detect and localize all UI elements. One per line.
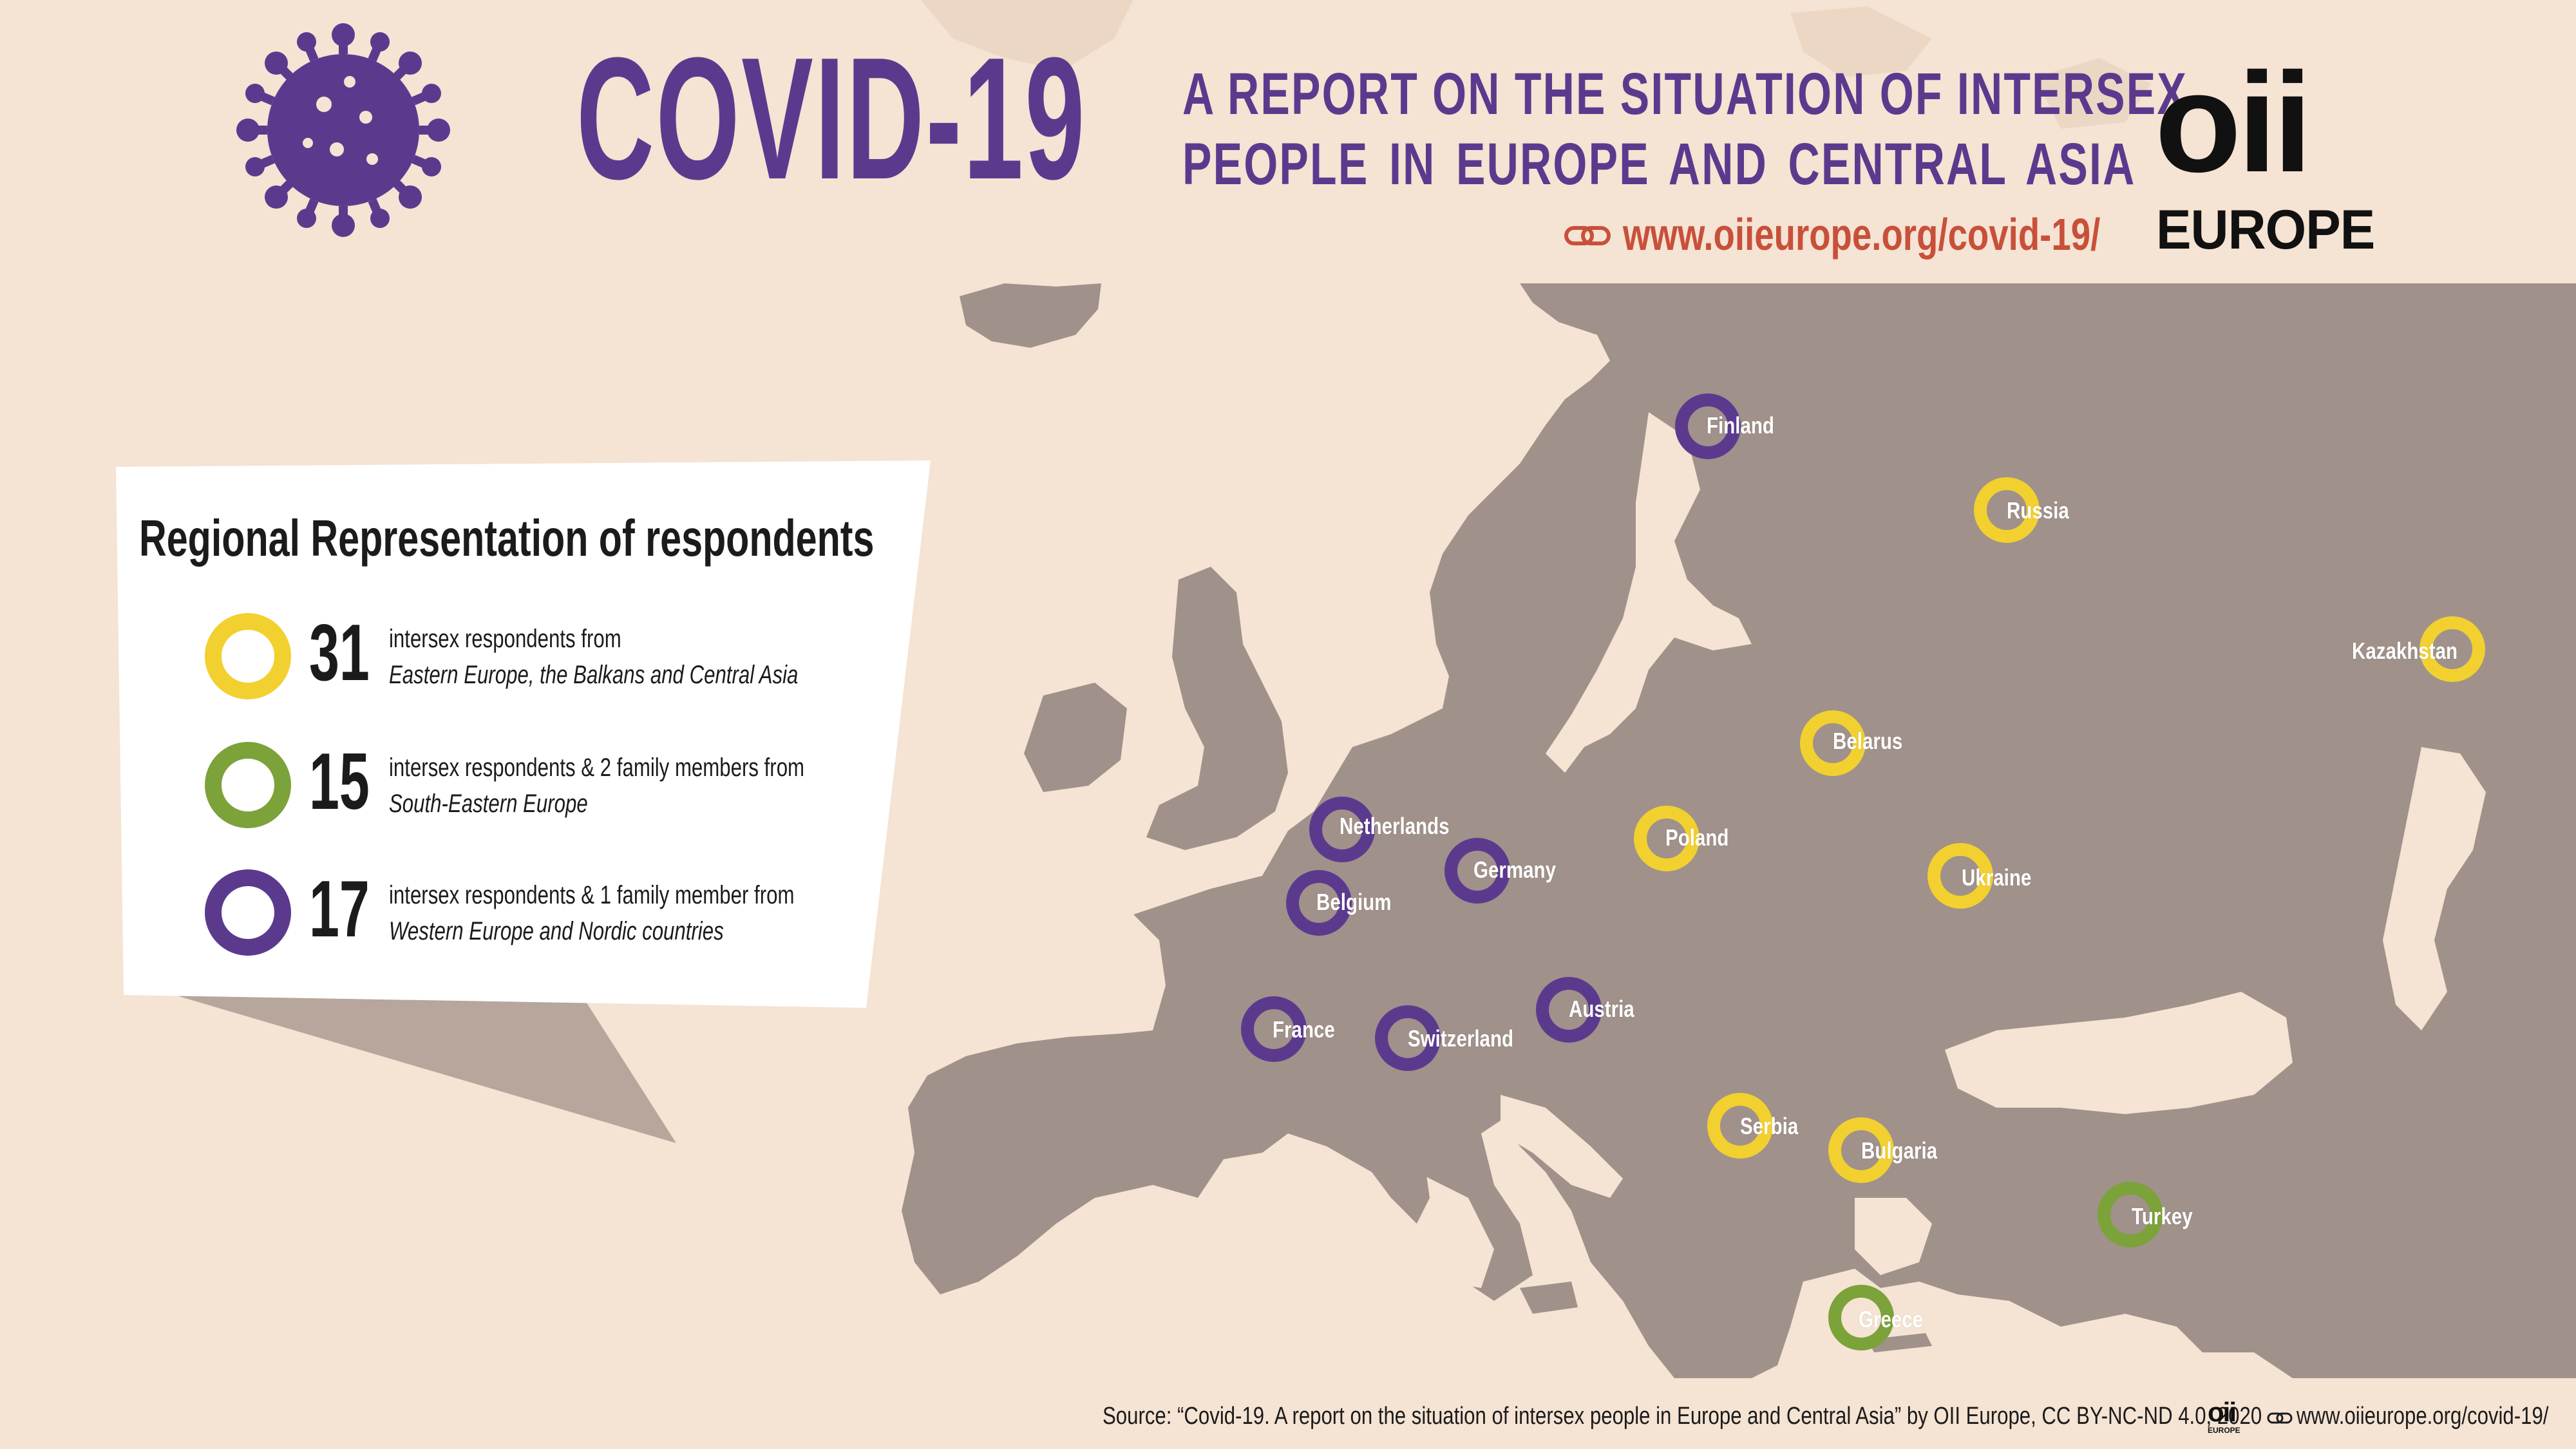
marker-serbia — [1707, 1093, 1773, 1159]
label-bulgaria: Bulgaria — [1861, 1137, 1938, 1164]
marker-turkey — [2098, 1182, 2163, 1247]
source-citation: Source: “Covid-19. A report on the situa… — [1103, 1403, 2262, 1430]
label-ukraine: Ukraine — [1962, 864, 2032, 891]
baltic-sea — [1546, 412, 1752, 773]
report-title: COVID-19 — [576, 22, 1086, 216]
sicily — [1520, 1282, 1578, 1314]
legend-ring-green — [205, 742, 291, 828]
legend-line-1: intersex respondents from — [389, 625, 621, 653]
caspian-sea — [2383, 747, 2486, 1030]
legend-count: 31 — [309, 609, 370, 697]
subtitle-line-2: PEOPLE IN EUROPE AND CENTRAL ASIA — [1182, 131, 2136, 197]
legend-description: intersex respondents & 1 family member f… — [389, 877, 794, 949]
label-turkey: Turkey — [2132, 1203, 2193, 1229]
greenland-silhouette — [921, 0, 1133, 71]
marker-ukraine — [1927, 843, 1993, 909]
great-britain — [1146, 567, 1288, 850]
novaya-zemlya-silhouette — [2035, 58, 2151, 129]
tyrrhenian-sea — [1417, 1172, 1494, 1288]
marker-bulgaria — [1828, 1117, 1894, 1183]
marker-poland — [1634, 806, 1700, 871]
legend-ring-yellow — [205, 613, 291, 699]
footer-logo: oii EUROPE — [2208, 1399, 2244, 1437]
report-subtitle: A REPORT ON THE SITUATION OF INTERSEX PE… — [1182, 59, 2188, 199]
marker-germany — [1444, 838, 1510, 904]
label-france: France — [1273, 1016, 1335, 1043]
legend-description: intersex respondents & 2 family members … — [389, 750, 804, 822]
scandinavia — [1449, 335, 1681, 741]
label-belarus: Belarus — [1833, 728, 1903, 754]
country-markers — [1241, 393, 2485, 1350]
adriatic-sea — [1501, 1095, 1623, 1198]
marker-belgium — [1286, 870, 1352, 936]
legend-description: intersex respondents from Eastern Europe… — [389, 621, 798, 693]
marker-austria — [1536, 977, 1602, 1043]
label-austria: Austria — [1569, 996, 1634, 1022]
marker-france — [1241, 996, 1307, 1062]
marker-kazakhstan — [2420, 616, 2485, 682]
label-poland: Poland — [1665, 824, 1729, 851]
legend-title: Regional Representation of respondents — [139, 509, 875, 567]
svalbard-silhouette — [1790, 6, 1932, 77]
legend-line-2: South-Eastern Europe — [389, 790, 588, 818]
label-belgium: Belgium — [1316, 889, 1392, 915]
legend-count: 17 — [309, 865, 370, 954]
aegean-sea — [1855, 1198, 1932, 1275]
legend-line-2: Western Europe and Nordic countries — [389, 917, 724, 945]
legend-bubble-tail — [142, 985, 676, 1143]
footer-url-link[interactable]: www.oiieurope.org/covid-19/ — [2297, 1403, 2549, 1430]
legend-ring-purple — [205, 869, 291, 956]
label-netherlands: Netherlands — [1340, 813, 1450, 839]
label-switzerland: Switzerland — [1408, 1025, 1514, 1052]
subtitle-line-1: A REPORT ON THE SITUATION OF INTERSEX — [1182, 61, 2188, 127]
legend-line-1: intersex respondents & 2 family members … — [389, 753, 805, 782]
marker-netherlands — [1309, 797, 1375, 862]
legend-bubble — [116, 460, 931, 1008]
sardinia — [1404, 1153, 1430, 1224]
legend-line-1: intersex respondents & 1 family member f… — [389, 881, 795, 909]
iceland — [960, 283, 1101, 348]
label-germany: Germany — [1473, 857, 1556, 883]
footer-logo-oii: oii — [2208, 1397, 2237, 1427]
label-serbia: Serbia — [1740, 1113, 1799, 1139]
link-icon — [1564, 226, 1611, 245]
marker-finland — [1675, 393, 1741, 459]
footer-link-icon — [2267, 1412, 2293, 1424]
marker-switzerland — [1375, 1005, 1441, 1071]
label-greece: Greece — [1859, 1306, 1924, 1332]
footer-logo-europe: EUROPE — [2208, 1426, 2240, 1435]
black-sea — [1945, 992, 2293, 1114]
logo-europe-text: EUROPE — [2156, 199, 2375, 261]
marker-russia — [1974, 477, 2040, 543]
legend-line-2: Eastern Europe, the Balkans and Central … — [389, 661, 799, 689]
marker-greece — [1828, 1285, 1894, 1350]
label-kazakhstan: Kazakhstan — [2352, 638, 2458, 664]
virus-icon — [236, 23, 450, 237]
label-finland: Finland — [1707, 412, 1774, 439]
label-russia: Russia — [2007, 497, 2069, 524]
logo-oii-text: oii — [2155, 43, 2313, 202]
marker-belarus — [1800, 710, 1866, 776]
legend-count: 15 — [309, 737, 370, 826]
oii-europe-logo: oii EUROPE — [2155, 43, 2375, 261]
report-url-link[interactable]: www.oiieurope.org/covid-19/ — [1623, 209, 2101, 260]
ireland — [1024, 683, 1127, 792]
